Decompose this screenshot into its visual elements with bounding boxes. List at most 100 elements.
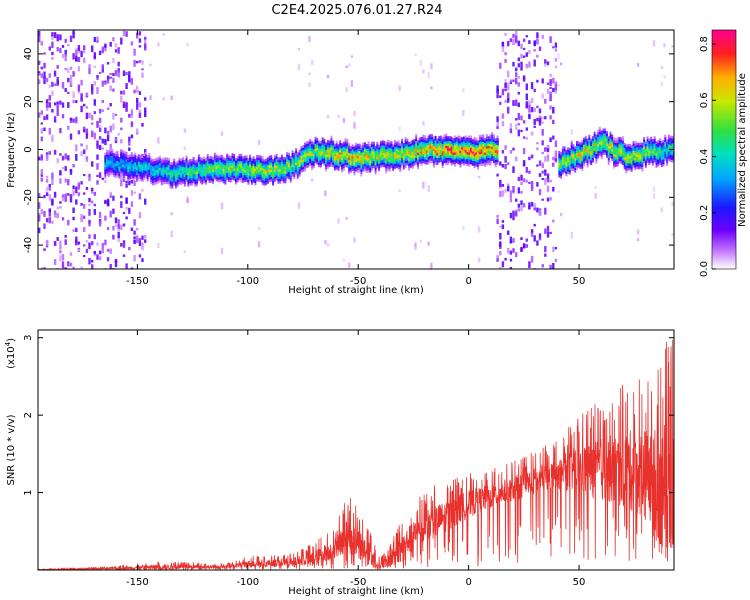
spectrogram-ridge-cell bbox=[390, 146, 393, 149]
spectrogram-ridge-cell bbox=[464, 142, 467, 146]
spectrogram-ridge-cell bbox=[250, 182, 253, 185]
spectrogram-ridge-cell bbox=[189, 173, 192, 176]
spectrogram-ridge-cell bbox=[415, 138, 418, 142]
spectrogram-ridge-cell bbox=[129, 164, 131, 167]
spectrogram-ridge-cell bbox=[494, 140, 497, 144]
spectrogram-ridge-cell bbox=[362, 142, 365, 146]
spectrogram-ridge-cell bbox=[339, 159, 342, 162]
spectrogram-ridge-cell bbox=[159, 177, 161, 180]
spectrogram-ridge-cell bbox=[448, 155, 451, 158]
spectrogram-noise-cell bbox=[663, 43, 666, 48]
spectrogram-ridge-cell bbox=[219, 164, 222, 168]
spectrogram-ridge-cell bbox=[256, 162, 259, 165]
spectrogram-ridge-cell bbox=[185, 158, 188, 161]
spectrogram-ridge-cell bbox=[148, 172, 151, 175]
spectrogram-ridge-cell bbox=[394, 144, 396, 148]
spectrogram-ridge-cell bbox=[650, 139, 653, 142]
spectrogram-noise-cell bbox=[504, 145, 507, 150]
spectrogram-ridge-cell bbox=[454, 142, 457, 146]
spectrogram-ridge-cell bbox=[330, 147, 333, 151]
spectrogram-noise-cell bbox=[104, 127, 107, 134]
spectrogram-ridge-cell bbox=[231, 155, 234, 159]
spectrogram-ridge-cell bbox=[620, 137, 623, 140]
spectrogram-ridge-cell bbox=[621, 136, 624, 139]
spectrogram-ridge-cell bbox=[570, 166, 573, 169]
spectrogram-ridge-cell bbox=[344, 140, 347, 144]
spectrogram-ridge-cell bbox=[583, 147, 585, 150]
spectrogram-ridge-cell bbox=[196, 164, 199, 167]
spectrogram-noise-cell bbox=[96, 143, 99, 149]
spectrogram-ridge-cell bbox=[454, 140, 457, 143]
spectrogram-ridge-cell bbox=[477, 143, 479, 146]
spectrogram-noise-cell bbox=[69, 66, 73, 70]
spectrogram-ridge-cell bbox=[254, 182, 257, 186]
spectrogram-ridge-cell bbox=[448, 157, 451, 161]
spectrogram-ridge-cell bbox=[265, 168, 267, 171]
spectrogram-ridge-cell bbox=[452, 154, 455, 158]
spectrogram-noise-cell bbox=[77, 84, 81, 92]
x-tick-label: -50 bbox=[350, 276, 366, 287]
spectrogram-ridge-cell bbox=[491, 149, 494, 152]
spectrogram-ridge-cell bbox=[171, 167, 174, 170]
spectrogram-noise-cell bbox=[541, 140, 544, 146]
spectrogram-ridge-cell bbox=[137, 154, 140, 157]
spectrogram-ridge-cell bbox=[275, 158, 278, 162]
spectrogram-ridge-cell bbox=[162, 167, 165, 170]
spectrogram-ridge-cell bbox=[629, 144, 631, 147]
spectrogram-noise-cell bbox=[106, 62, 110, 65]
spectrogram-ridge-cell bbox=[284, 168, 287, 172]
spectrogram-ridge-cell bbox=[452, 138, 455, 141]
spectrogram-ridge-cell bbox=[192, 166, 195, 170]
spectrogram-noise-cell bbox=[43, 52, 46, 55]
spectrogram-ridge-cell bbox=[332, 162, 335, 165]
spectrogram-noise-cell bbox=[652, 186, 656, 192]
spectrogram-ridge-cell bbox=[478, 144, 481, 148]
spectrogram-ridge-cell bbox=[160, 163, 163, 167]
spectrogram-noise-cell bbox=[75, 49, 78, 56]
spectrogram-ridge-cell bbox=[291, 167, 294, 170]
spectrogram-ridge-cell bbox=[219, 155, 222, 158]
spectrogram-noise-cell bbox=[512, 166, 515, 173]
spectrogram-ridge-cell bbox=[492, 155, 495, 159]
spectrogram-ridge-cell bbox=[355, 149, 358, 153]
spectrogram-ridge-cell bbox=[348, 164, 351, 168]
spectrogram-ridge-cell bbox=[482, 148, 485, 152]
spectrogram-ridge-cell bbox=[372, 141, 375, 145]
spectrogram-ridge-cell bbox=[335, 140, 338, 144]
spectrogram-ridge-cell bbox=[323, 162, 326, 166]
spectrogram-noise-cell bbox=[141, 72, 144, 78]
spectrogram-ridge-cell bbox=[107, 157, 110, 160]
spectrogram-ridge-cell bbox=[588, 161, 591, 164]
spectrogram-noise-cell bbox=[88, 64, 91, 68]
spectrogram-ridge-cell bbox=[185, 155, 188, 159]
spectrogram-ridge-cell bbox=[250, 165, 253, 169]
spectrogram-ridge-cell bbox=[648, 138, 651, 142]
spectrogram-ridge-cell bbox=[284, 173, 287, 177]
spectrogram-ridge-cell bbox=[660, 152, 663, 156]
spectrogram-noise-cell bbox=[106, 248, 110, 252]
spectrogram-ridge-cell bbox=[576, 157, 578, 161]
spectrogram-ridge-cell bbox=[286, 168, 289, 172]
spectrogram-noise-cell bbox=[326, 243, 330, 247]
spectrogram-ridge-cell bbox=[441, 141, 444, 144]
spectrogram-ridge-cell bbox=[261, 179, 264, 183]
spectrogram-noise-cell bbox=[538, 209, 542, 216]
spectrogram-ridge-cell bbox=[332, 150, 335, 153]
spectrogram-noise-cell bbox=[141, 235, 144, 240]
spectrogram-ridge-cell bbox=[666, 144, 669, 147]
spectrogram-ridge-cell bbox=[208, 177, 211, 181]
spectrogram-ridge-cell bbox=[351, 151, 354, 155]
spectrogram-ridge-cell bbox=[434, 143, 437, 146]
spectrogram-ridge-cell bbox=[215, 161, 218, 165]
spectrogram-ridge-cell bbox=[280, 176, 283, 179]
spectrogram-ridge-cell bbox=[130, 176, 133, 179]
spectrogram-ridge-cell bbox=[621, 153, 624, 156]
colorbar-ticks: 0.00.20.40.60.8 bbox=[699, 36, 716, 277]
spectrogram-ridge-cell bbox=[114, 173, 117, 176]
spectrogram-ridge-cell bbox=[296, 154, 299, 158]
spectrogram-ridge-cell bbox=[201, 158, 204, 161]
spectrogram-ridge-cell bbox=[284, 164, 287, 167]
spectrogram-ridge-cell bbox=[417, 159, 419, 163]
spectrogram-ridge-cell bbox=[369, 165, 372, 168]
spectrogram-noise-cell bbox=[104, 80, 107, 83]
